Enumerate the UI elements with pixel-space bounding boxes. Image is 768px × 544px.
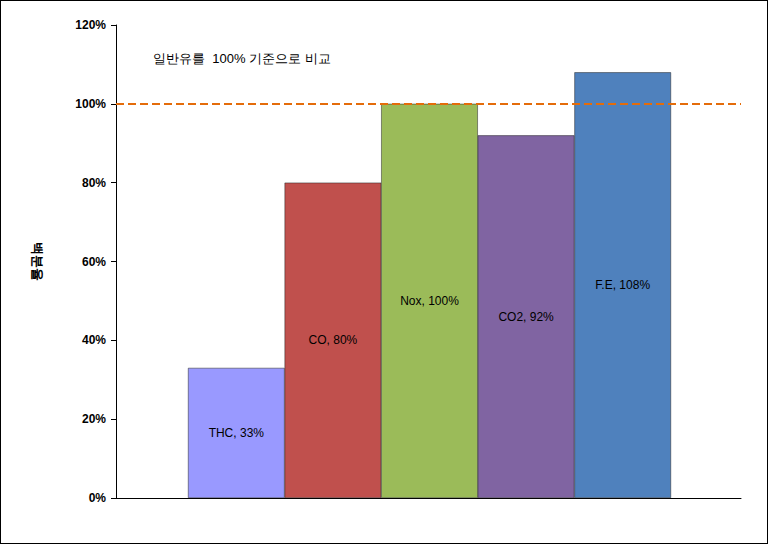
- svg-text:80%: 80%: [82, 176, 106, 190]
- svg-text:0%: 0%: [89, 491, 107, 505]
- svg-text:60%: 60%: [82, 255, 106, 269]
- svg-text:Nox, 100%: Nox, 100%: [400, 294, 459, 308]
- svg-text:20%: 20%: [82, 412, 106, 426]
- svg-text:40%: 40%: [82, 333, 106, 347]
- svg-text:일반유를 100% 기준으로 비교: 일반유를 100% 기준으로 비교: [153, 51, 331, 66]
- svg-text:CO2, 92%: CO2, 92%: [498, 310, 554, 324]
- svg-text:CO, 80%: CO, 80%: [309, 333, 358, 347]
- svg-text:120%: 120%: [75, 18, 106, 32]
- svg-text:백분율: 백분율: [30, 242, 45, 281]
- svg-text:F.E, 108%: F.E, 108%: [595, 278, 650, 292]
- svg-text:THC, 33%: THC, 33%: [209, 426, 265, 440]
- svg-text:100%: 100%: [75, 97, 106, 111]
